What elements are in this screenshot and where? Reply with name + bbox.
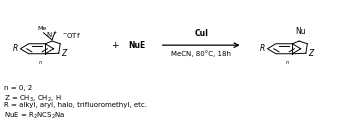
Text: n = 0, 2: n = 0, 2 bbox=[4, 85, 32, 91]
Text: $_n$: $_n$ bbox=[38, 59, 43, 66]
Text: NuE: NuE bbox=[129, 41, 146, 50]
Text: Z = CH$_3$, CH$_2$, H: Z = CH$_3$, CH$_2$, H bbox=[4, 94, 62, 104]
Text: Z: Z bbox=[61, 49, 67, 58]
Text: NuE = R$_2$NCS$_2$Na: NuE = R$_2$NCS$_2$Na bbox=[4, 111, 66, 121]
Text: $^{-}$OTf: $^{-}$OTf bbox=[62, 31, 81, 40]
Text: R: R bbox=[260, 44, 265, 53]
Text: MeCN, 80°C, 18h: MeCN, 80°C, 18h bbox=[171, 50, 231, 57]
Text: Me: Me bbox=[38, 26, 47, 31]
Text: Nu: Nu bbox=[296, 27, 306, 36]
Text: R: R bbox=[12, 44, 18, 53]
Text: $\mathdefault{N}^+$: $\mathdefault{N}^+$ bbox=[46, 30, 58, 40]
Text: Z: Z bbox=[308, 49, 314, 58]
Text: R = alkyl, aryl, halo, trifluoromethyl, etc.: R = alkyl, aryl, halo, trifluoromethyl, … bbox=[4, 102, 147, 108]
Text: CuI: CuI bbox=[194, 29, 208, 38]
Text: +: + bbox=[111, 41, 118, 50]
Text: $_n$: $_n$ bbox=[285, 59, 290, 66]
